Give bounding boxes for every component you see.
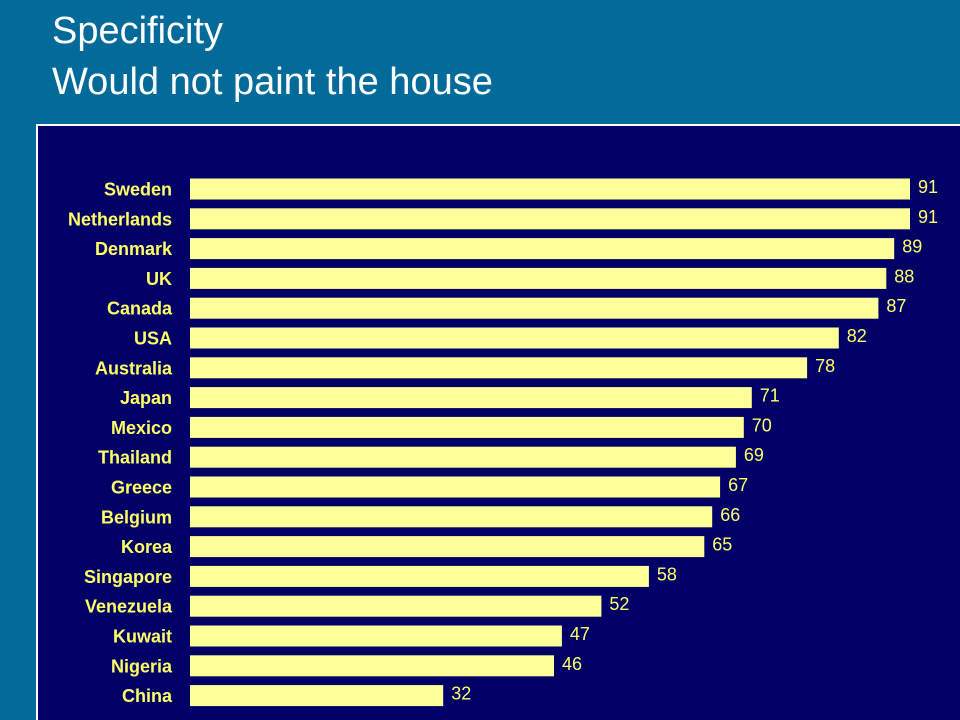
category-label: Japan: [120, 388, 172, 408]
category-label: Nigeria: [111, 656, 173, 676]
bar-greece: [190, 476, 721, 498]
category-label: Greece: [111, 478, 172, 498]
value-label: 91: [918, 207, 938, 227]
value-label: 47: [570, 624, 590, 644]
bar-belgium: [190, 506, 713, 528]
value-label: 65: [712, 535, 732, 555]
slide-title: Specificity: [52, 10, 224, 52]
bar-chart: Sweden 91 Netherlands 91 Denmark 89 UK 88 Canada…: [68, 177, 938, 707]
bar-china: [190, 685, 444, 707]
bar-singapore: [190, 565, 649, 587]
value-label: 91: [918, 177, 938, 197]
bar-denmark: [190, 238, 895, 260]
bar-nigeria: [190, 655, 554, 677]
bar-thailand: [190, 446, 736, 468]
category-label: Belgium: [101, 507, 172, 527]
value-label: 70: [752, 415, 772, 435]
category-label: Venezuela: [85, 597, 173, 617]
value-label: 32: [451, 684, 471, 704]
value-label: 69: [744, 445, 764, 465]
value-label: 52: [609, 594, 629, 614]
value-label: 78: [815, 356, 835, 376]
slide-subtitle: Would not paint the house: [52, 61, 493, 103]
bar-venezuela: [190, 595, 602, 617]
category-label: Sweden: [104, 180, 172, 200]
category-label: Korea: [121, 537, 173, 557]
value-label: 58: [657, 564, 677, 584]
category-label: Kuwait: [113, 627, 172, 647]
category-label: Australia: [95, 358, 173, 378]
chart-panel: Sweden 91 Netherlands 91 Denmark 89 UK 88 Canada…: [36, 124, 960, 720]
bar-korea: [190, 536, 705, 558]
value-label: 66: [720, 505, 740, 525]
bar-kuwait: [190, 625, 562, 647]
value-label: 89: [902, 237, 922, 257]
bar-mexico: [190, 416, 744, 438]
category-label: Thailand: [98, 448, 172, 468]
category-label: China: [122, 686, 173, 706]
value-label: 71: [760, 386, 780, 406]
category-label: Mexico: [111, 418, 172, 438]
value-label: 67: [728, 475, 748, 495]
category-label: Singapore: [84, 567, 172, 587]
category-label: UK: [146, 269, 172, 289]
category-label: Netherlands: [68, 209, 172, 229]
category-label: Canada: [107, 299, 173, 319]
bar-usa: [190, 327, 839, 349]
category-label: Denmark: [95, 239, 173, 259]
bar-uk: [190, 267, 887, 289]
bar-sweden: [190, 178, 910, 200]
bar-australia: [190, 357, 808, 379]
category-label: USA: [134, 329, 172, 349]
value-label: 88: [894, 266, 914, 286]
bar-canada: [190, 297, 879, 319]
bar-japan: [190, 387, 752, 409]
value-label: 82: [847, 326, 867, 346]
value-label: 46: [562, 654, 582, 674]
bar-netherlands: [190, 208, 910, 230]
value-label: 87: [886, 296, 906, 316]
